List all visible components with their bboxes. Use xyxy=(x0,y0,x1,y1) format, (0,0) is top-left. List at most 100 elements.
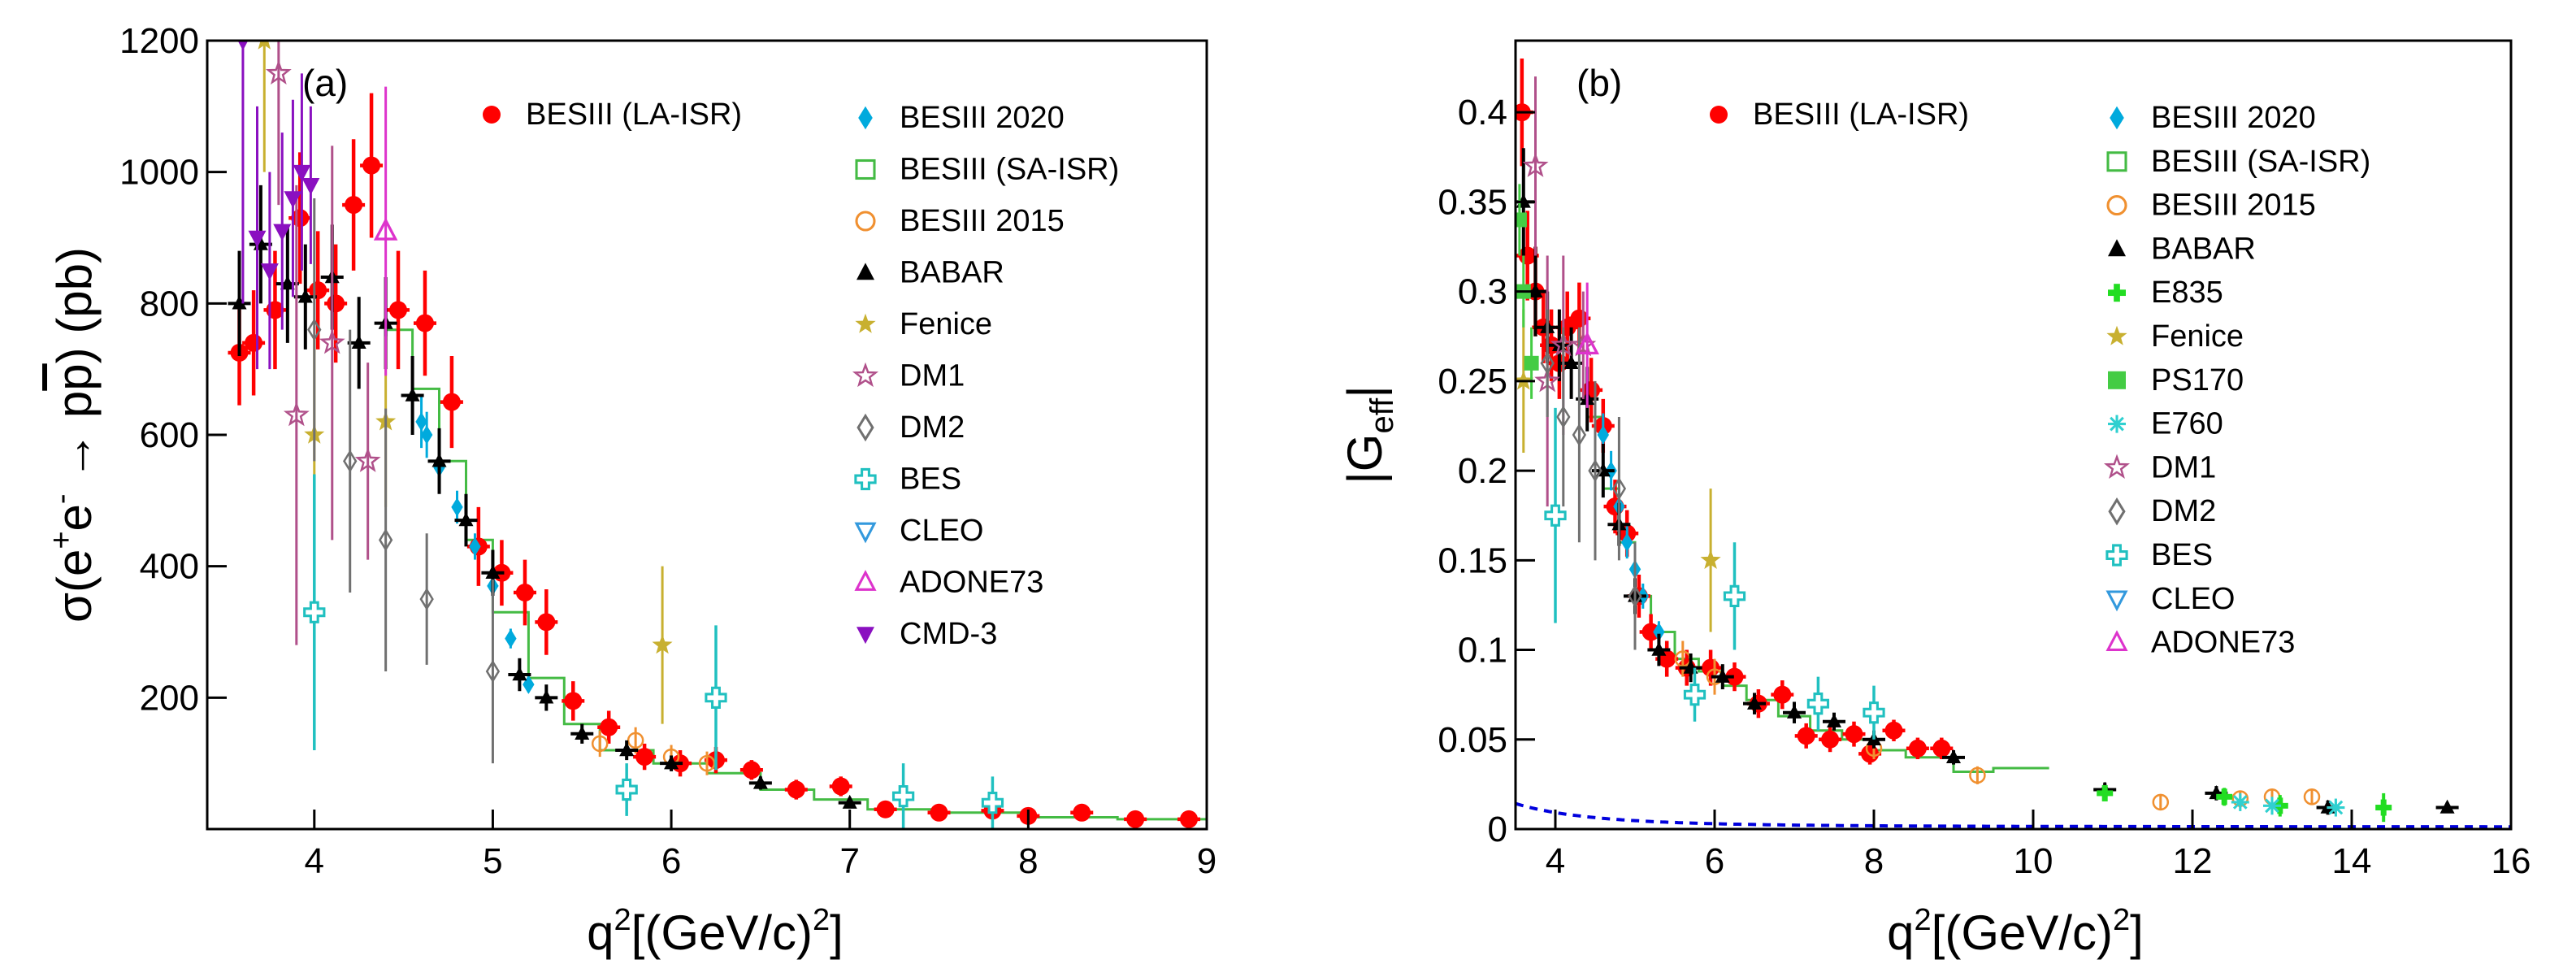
x-tick-label: 10 xyxy=(2014,841,2053,881)
data-point xyxy=(1787,704,1802,719)
series-babar xyxy=(228,185,861,809)
data-point xyxy=(1723,584,1746,608)
legend-label: DM2 xyxy=(2151,494,2216,528)
legend-label: ADONE73 xyxy=(2151,626,2295,660)
panel-a-legend: BESIII (LA-ISR) BESIII 2020 BESIII (SA-ISR… xyxy=(483,98,1119,651)
legend-marker xyxy=(856,263,874,280)
legend-marker xyxy=(2108,371,2126,389)
data-point xyxy=(451,497,463,517)
panel-b-legend: BESIII (LA-ISR) BESIII 2020 BESIII (SA-ISR… xyxy=(1710,98,2370,660)
data-point xyxy=(1715,668,1730,683)
data-point xyxy=(1932,739,1951,758)
y-tick-label: 1200 xyxy=(119,21,199,61)
panel-a-y-axis-label: σ(e+e- → pp) (pb) xyxy=(45,247,102,623)
data-point xyxy=(258,41,271,50)
legend-entry-dm1: DM1 xyxy=(852,359,965,393)
series-babar xyxy=(1516,148,2459,815)
data-point xyxy=(1628,584,1642,608)
data-point xyxy=(698,754,716,772)
legend-label: BES xyxy=(2151,538,2213,572)
legend-entry-e760: E760 xyxy=(2108,407,2223,441)
series-bes xyxy=(303,474,1004,829)
legend-label: CMD-3 xyxy=(900,617,997,651)
x-tick-label: 7 xyxy=(839,841,859,881)
legend-entry-besiii-2015: BESIII 2015 xyxy=(2106,189,2316,223)
data-point xyxy=(419,587,434,611)
fit-curve xyxy=(1516,801,2511,829)
x-tick-label: 16 xyxy=(2491,841,2531,881)
legend-label: DM1 xyxy=(900,359,965,393)
legend-entry-dm1: DM1 xyxy=(2103,450,2216,484)
data-point xyxy=(752,775,768,789)
legend-entry-cleo: CLEO xyxy=(854,514,983,548)
legend-entry-babar: BABAR xyxy=(2108,232,2256,266)
data-point xyxy=(2439,799,2455,814)
data-point xyxy=(842,794,857,809)
legend-label: CLEO xyxy=(900,514,983,548)
series-dm2 xyxy=(1540,309,1642,650)
data-point xyxy=(1651,641,1667,656)
data-point xyxy=(1522,152,1549,177)
data-point xyxy=(635,748,654,766)
series-adone73 xyxy=(373,86,398,376)
data-point xyxy=(1908,739,1927,758)
data-point xyxy=(539,689,554,704)
x-tick-label: 12 xyxy=(2173,841,2213,881)
y-tick-label: 0.1 xyxy=(1458,631,1507,671)
legend-marker xyxy=(2106,195,2127,216)
data-point xyxy=(1700,549,1721,569)
data-point xyxy=(260,263,279,281)
legend-entry-besiii-2020: BESIII 2020 xyxy=(858,101,1065,135)
x-tick-label: 8 xyxy=(1864,841,1884,881)
data-point xyxy=(1827,713,1841,727)
legend-entry-fenice: Fenice xyxy=(2106,319,2244,354)
data-point xyxy=(1570,309,1589,328)
legend-label: BESIII 2015 xyxy=(2151,189,2316,223)
legend-entry-e835: E835 xyxy=(2108,276,2223,310)
x-tick-label: 6 xyxy=(1705,841,1724,881)
y-tick-label: 0.2 xyxy=(1458,451,1507,491)
legend-marker xyxy=(1710,106,1728,124)
data-point xyxy=(354,447,381,472)
data-point xyxy=(2375,799,2392,816)
series-dm2 xyxy=(307,198,501,764)
y-tick-label: 1000 xyxy=(119,153,199,193)
legend-label: BESIII (LA-ISR) xyxy=(1753,98,1969,132)
y-tick-label: 0.25 xyxy=(1438,362,1507,402)
legend-marker xyxy=(856,627,874,645)
data-point xyxy=(1575,331,1599,355)
legend-marker xyxy=(856,413,874,442)
x-tick-label: 14 xyxy=(2332,841,2372,881)
data-point xyxy=(537,613,556,632)
data-point xyxy=(458,512,474,527)
panel-b-label: (b) xyxy=(1576,62,1622,104)
legend-entry-besiii-2020: BESIII 2020 xyxy=(2110,101,2316,135)
data-point xyxy=(485,564,501,579)
legend-label: BESIII (LA-ISR) xyxy=(526,98,742,132)
data-point xyxy=(1845,725,1863,744)
data-point xyxy=(1702,658,1720,677)
data-point xyxy=(930,803,948,822)
panel-a-label: (a) xyxy=(302,62,348,104)
data-point xyxy=(664,755,679,770)
panel-b-x-axis-label: q2[(GeV/c)2] xyxy=(1887,903,2144,960)
data-point xyxy=(362,156,381,175)
data-point xyxy=(1641,623,1660,641)
legend-entry-babar: BABAR xyxy=(856,256,1004,290)
x-tick-label: 8 xyxy=(1018,841,1038,881)
data-point xyxy=(1653,622,1665,642)
data-point xyxy=(293,164,311,182)
data-point xyxy=(273,224,292,241)
data-point xyxy=(1563,354,1579,370)
series-besiii-2015 xyxy=(1674,640,2321,811)
data-point xyxy=(283,402,310,427)
data-point xyxy=(343,449,358,473)
y-tick-label: 0.05 xyxy=(1438,720,1507,760)
panel-a: (a) 4 5 6 7 8 9 200 400 600 800 1000 1200 q2[(GeV/c… xyxy=(45,21,1216,960)
data-point xyxy=(2263,797,2281,815)
x-tick-label: 9 xyxy=(1197,841,1216,881)
legend-entry-adone73: ADONE73 xyxy=(2105,626,2295,660)
legend-marker xyxy=(855,211,876,232)
data-point xyxy=(245,333,263,352)
legend-label: Fenice xyxy=(2151,319,2244,354)
